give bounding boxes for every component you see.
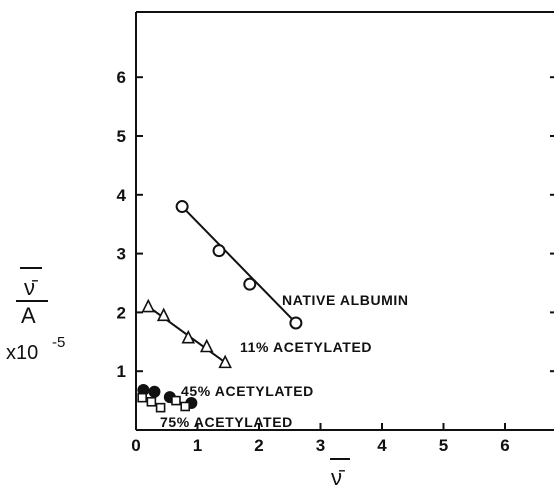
fit-line-series-0: [181, 205, 297, 324]
y-tick-label-6: 6: [117, 68, 126, 87]
point-series-3-4: [180, 401, 190, 412]
point-series-0-0: [175, 200, 189, 214]
y-axis-label: ν̄ A x10 -5: [6, 267, 65, 364]
point-series-0-1: [212, 244, 226, 258]
x-label-text: ν̄: [331, 465, 345, 489]
y-tick-label-1: 1: [117, 362, 126, 381]
point-series-2-1: [148, 385, 161, 398]
label-45-acetylated: 45% ACETYLATED: [181, 383, 314, 399]
x-tick-label-0: 0: [131, 436, 140, 455]
point-series-3-1: [146, 396, 157, 407]
axes: [135, 11, 554, 431]
point-series-1-2: [181, 329, 196, 344]
tick-labels: 01234567123456: [117, 68, 510, 455]
label-native-albumin: NATIVE ALBUMIN: [282, 292, 409, 308]
label-11-acetylated: 11% ACETYLATED: [240, 339, 372, 355]
data-points: [137, 200, 303, 413]
x-tick-label-6: 6: [500, 436, 509, 455]
label-75-acetylated: 75% ACETYLATED: [160, 414, 293, 430]
point-series-0-3: [289, 316, 303, 330]
y-label-scale-exponent: -5: [52, 334, 65, 351]
y-tick-label-4: 4: [117, 186, 127, 205]
y-tick-label-3: 3: [117, 245, 126, 264]
x-tick-label-2: 2: [254, 436, 263, 455]
y-tick-label-5: 5: [117, 127, 126, 146]
point-series-3-0: [137, 392, 147, 403]
x-tick-label-3: 3: [316, 436, 325, 455]
point-series-3-3: [171, 395, 181, 406]
y-tick-label-2: 2: [117, 303, 126, 322]
point-series-1-4: [218, 354, 232, 369]
y-label-denominator: A: [21, 303, 36, 328]
x-tick-label-1: 1: [193, 436, 202, 455]
x-tick-label-5: 5: [439, 436, 448, 455]
y-label-numerator: ν̄: [24, 275, 38, 300]
point-series-1-0: [141, 298, 156, 313]
x-tick-label-4: 4: [377, 436, 387, 455]
y-label-scale: x10: [6, 342, 38, 364]
point-series-1-1: [156, 307, 171, 322]
point-series-0-2: [243, 277, 257, 291]
point-series-3-2: [155, 402, 166, 413]
point-series-1-3: [199, 338, 214, 353]
tick-marks: [135, 76, 554, 430]
x-axis-label: ν̄: [330, 458, 350, 489]
